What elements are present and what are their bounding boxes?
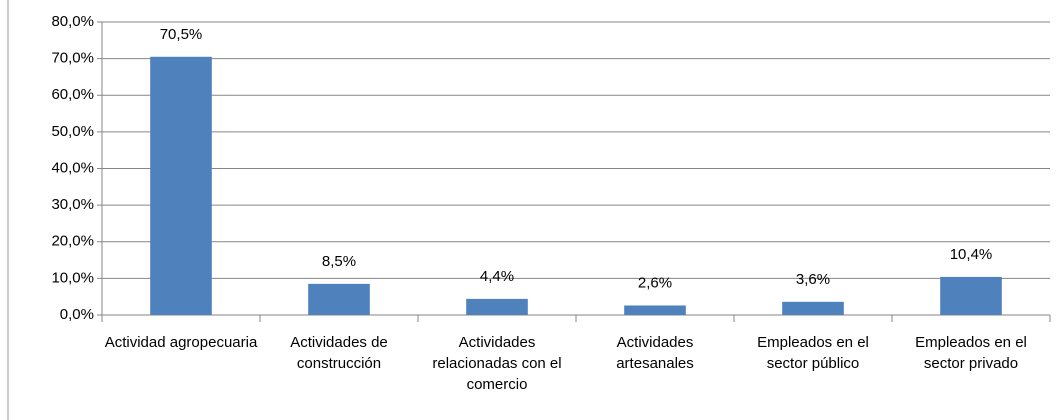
y-tick-label: 70,0% xyxy=(51,50,94,67)
bar xyxy=(466,298,528,315)
value-label: 70,5% xyxy=(160,26,203,43)
value-label: 4,4% xyxy=(480,268,514,285)
y-tick-label: 0,0% xyxy=(60,306,94,323)
y-tick-label: 50,0% xyxy=(51,123,94,140)
x-tick-label: Empleados en el sector privado xyxy=(915,334,1027,372)
y-tick-label: 20,0% xyxy=(51,233,94,250)
value-label: 2,6% xyxy=(638,274,672,291)
x-tick-label: Empleados en el sector público xyxy=(757,334,869,372)
bar xyxy=(308,283,370,315)
y-tick-label: 10,0% xyxy=(51,269,94,286)
bar xyxy=(940,276,1002,315)
bar xyxy=(782,301,844,315)
y-tick-label: 40,0% xyxy=(51,159,94,176)
bar xyxy=(150,56,212,315)
x-tick-label: Actividades de construcción xyxy=(290,334,388,372)
x-tick-label: Actividades artesanales xyxy=(616,334,694,372)
y-tick-label: 60,0% xyxy=(51,86,94,103)
x-tick-label: Actividad agropecuaria xyxy=(104,334,258,351)
y-tick-label: 30,0% xyxy=(51,196,94,213)
value-label: 10,4% xyxy=(950,246,993,263)
bar xyxy=(624,305,686,315)
x-tick-label: Actividades relacionadas con el comercio xyxy=(432,334,562,393)
value-label: 3,6% xyxy=(796,271,830,288)
value-label: 8,5% xyxy=(322,253,356,270)
y-tick-label: 80,0% xyxy=(51,13,94,30)
